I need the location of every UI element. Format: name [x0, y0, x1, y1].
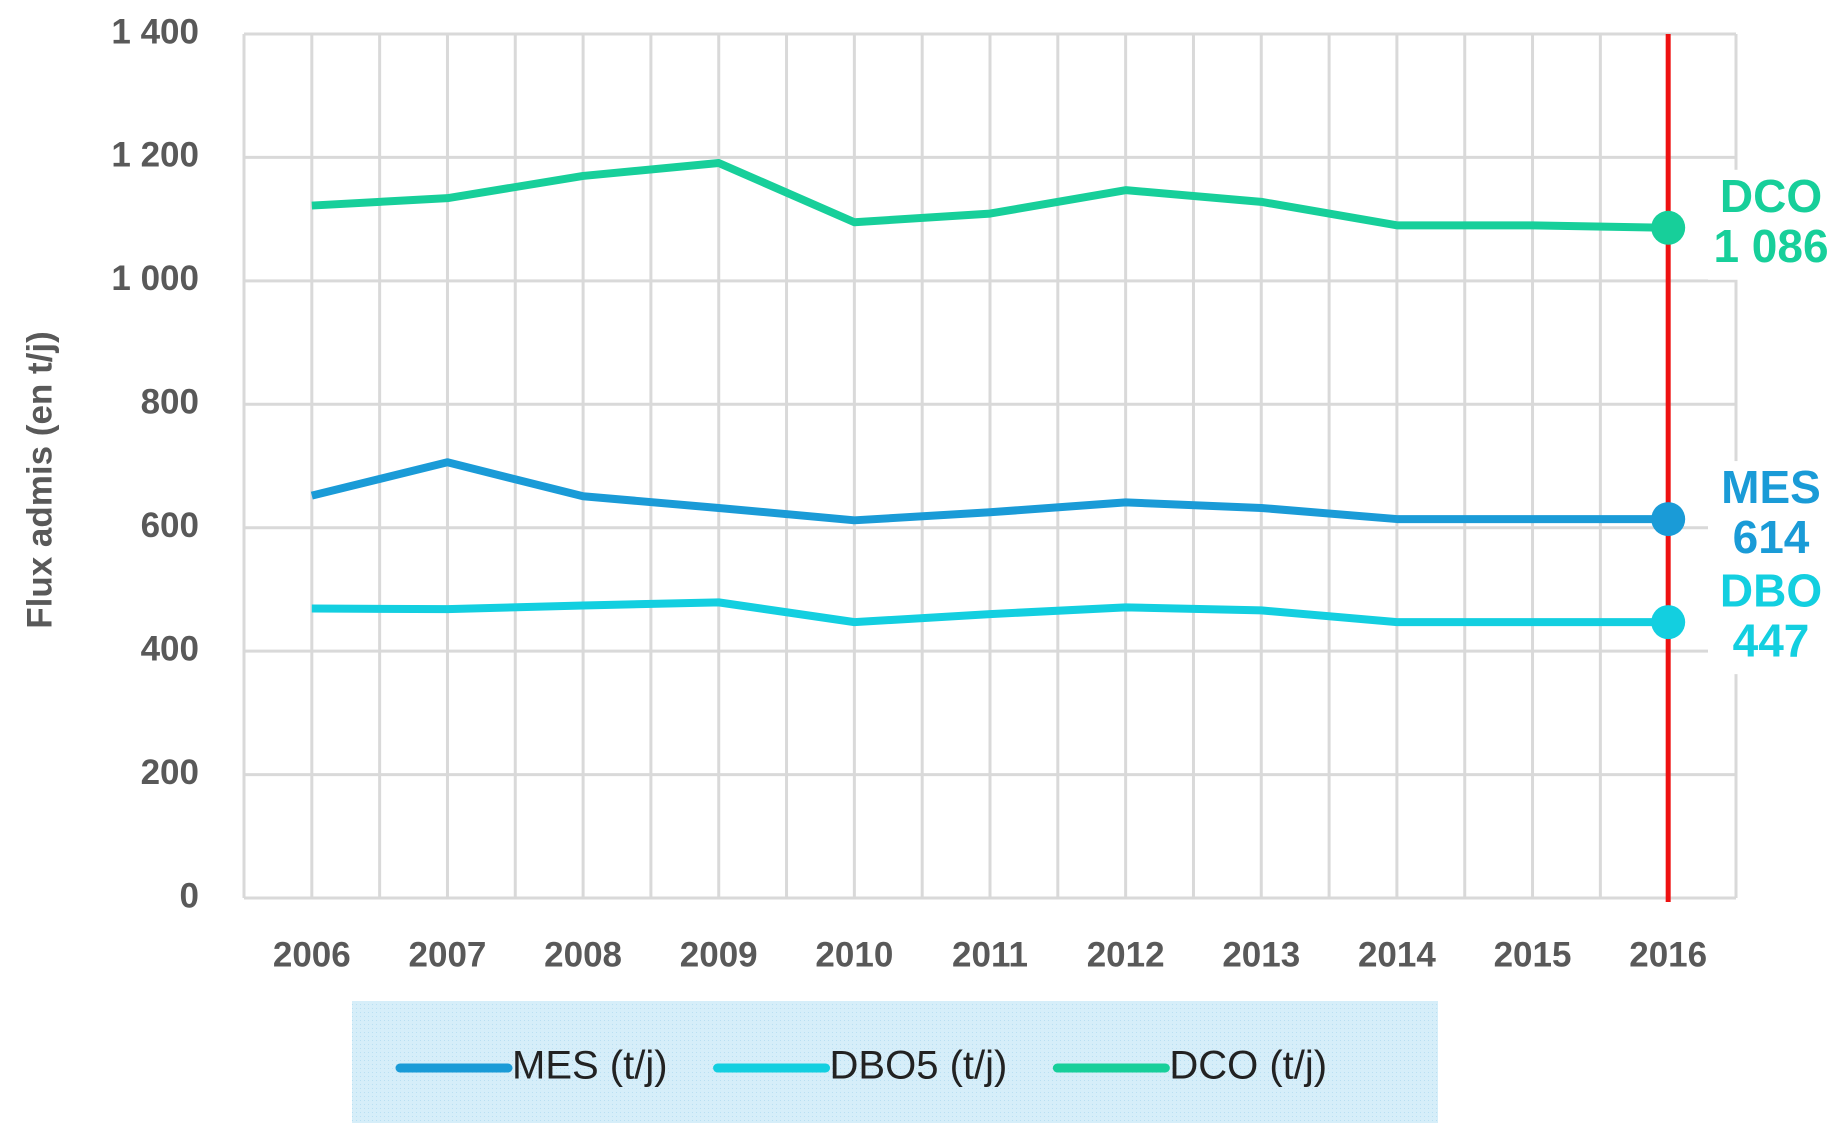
x-tick-label: 2006	[273, 935, 351, 974]
end-point	[1651, 502, 1686, 537]
x-tick-label: 2009	[680, 935, 758, 974]
end-value: 447	[1733, 614, 1810, 666]
x-tick-label: 2007	[409, 935, 487, 974]
label-bg	[1708, 169, 1836, 280]
x-tick-label: 2015	[1494, 935, 1572, 974]
end-name: MES	[1721, 461, 1821, 513]
end-name: DCO	[1720, 170, 1822, 222]
y-tick-label: 200	[141, 753, 199, 792]
series-line	[311, 598, 1669, 627]
series-line	[311, 158, 1669, 232]
legend-label: MES (t/j)	[512, 1044, 668, 1088]
series-line	[310, 458, 1669, 525]
y-tick-label: 400	[141, 629, 199, 668]
y-tick-label: 1 400	[111, 12, 199, 51]
end-name: DBO	[1720, 564, 1822, 616]
y-tick-label: 0	[180, 876, 199, 915]
y-axis-label: Flux admis (en t/j)	[20, 331, 59, 629]
y-tick-label: 1 000	[111, 259, 199, 298]
x-tick-label: 2014	[1358, 935, 1436, 974]
x-tick-label: 2012	[1087, 935, 1165, 974]
end-value: 614	[1733, 511, 1810, 563]
x-tick-label: 2016	[1629, 935, 1707, 974]
legend-box	[352, 1001, 1438, 1123]
x-tick-label: 2011	[952, 935, 1028, 974]
y-tick-label: 1 200	[111, 136, 199, 175]
end-point	[1651, 210, 1686, 245]
legend-label: DBO5 (t/j)	[830, 1044, 1008, 1088]
label-bg	[1708, 564, 1836, 675]
x-tick-label: 2008	[544, 935, 622, 974]
y-tick-label: 800	[141, 383, 199, 422]
end-point	[1651, 605, 1686, 640]
legend-label: DCO (t/j)	[1169, 1044, 1327, 1088]
x-tick-label: 2013	[1222, 935, 1300, 974]
end-value: 1 086	[1713, 220, 1828, 272]
label-bg	[1708, 461, 1836, 572]
y-tick-label: 600	[141, 506, 199, 545]
x-tick-label: 2010	[815, 935, 893, 974]
